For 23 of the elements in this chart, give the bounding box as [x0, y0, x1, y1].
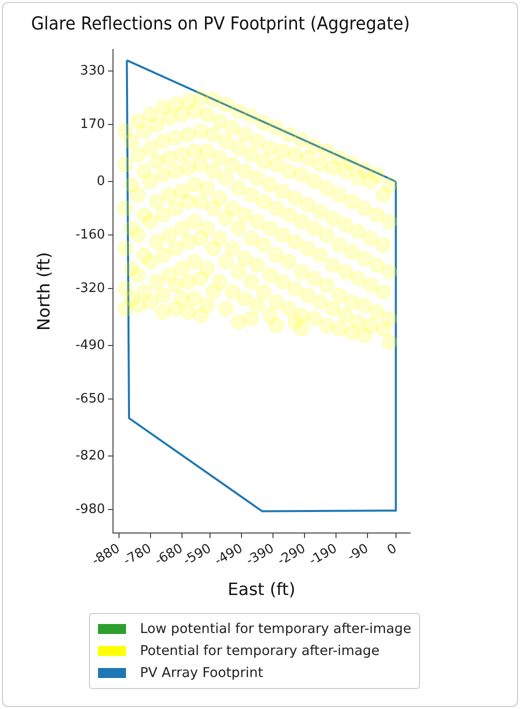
y-axis-title: North (ft): [34, 252, 55, 331]
x-tick-label: -90: [345, 541, 372, 565]
y-tick-label: 330: [80, 63, 105, 78]
x-tick-label: -390: [244, 541, 277, 569]
x-tick-label: -880: [90, 541, 123, 569]
y-tick-label: -320: [75, 280, 105, 296]
y-tick-label: -650: [75, 391, 105, 406]
legend-label: Low potential for temporary after-image: [140, 621, 412, 637]
legend-label: PV Array Footprint: [140, 665, 264, 681]
x-tick-label: -490: [212, 541, 246, 569]
y-tick-label: -820: [75, 448, 105, 464]
y-tick-label: -980: [75, 502, 105, 517]
x-tick-label: -290: [275, 541, 308, 569]
x-tick-label: 0: [384, 541, 400, 558]
y-tick-label: 0: [96, 174, 105, 189]
x-tick-label: -780: [121, 541, 154, 569]
y-tick-label: 170: [80, 116, 105, 132]
y-tick-label: -490: [75, 338, 105, 353]
legend-label: Potential for temporary after-image: [140, 643, 380, 659]
x-tick-label: -190: [306, 541, 340, 569]
chart-title: Glare Reflections on PV Footprint (Aggregate): [31, 14, 410, 35]
y-tick-label: -160: [75, 227, 105, 242]
x-axis-title: East (ft): [228, 580, 296, 600]
